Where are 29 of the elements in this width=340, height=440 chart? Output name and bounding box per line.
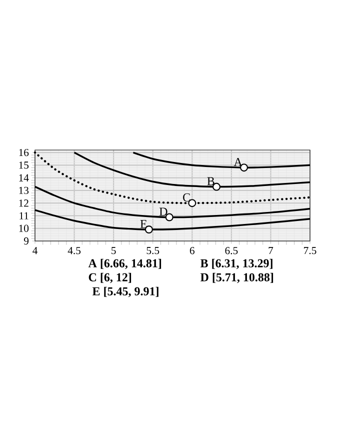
text: C [6, 12]: [88, 272, 132, 284]
y-tick-label: 9: [24, 237, 29, 245]
annotation: A: [234, 158, 242, 166]
annotation: C: [183, 193, 190, 202]
y-tick-label: 14: [19, 174, 29, 182]
point: [240, 164, 248, 172]
y-tick-label: 13: [19, 186, 29, 194]
text: D [5.71, 10.88]: [200, 272, 274, 284]
annotation: E: [140, 220, 147, 228]
x-tick-label: 7.5: [304, 247, 316, 254]
y-tick-label: 10: [19, 224, 29, 232]
x-tick-label: 6: [190, 247, 194, 254]
x-tick-label: 5.5: [146, 247, 160, 254]
annotation: D: [159, 208, 168, 216]
y-tick-label: 11: [20, 212, 28, 220]
x-tick-label: 6.5: [225, 247, 238, 254]
y-tick-label: 12: [19, 200, 28, 207]
y-tick-label: 16: [19, 148, 29, 156]
annotation: B: [207, 177, 214, 186]
text: A [6.66, 14.81]: [88, 258, 162, 270]
x-tick-label: 5: [112, 247, 116, 254]
point: [188, 199, 196, 208]
y-tick-label: 15: [19, 162, 29, 169]
x-tick-label: 4.5: [68, 247, 81, 254]
text: B [6.31, 13.29]: [200, 258, 272, 270]
point: [212, 182, 220, 191]
x-tick-label: 7: [268, 247, 274, 254]
text: E [5.45, 9.91]: [92, 286, 158, 298]
x-tick-label: 4: [32, 247, 38, 254]
